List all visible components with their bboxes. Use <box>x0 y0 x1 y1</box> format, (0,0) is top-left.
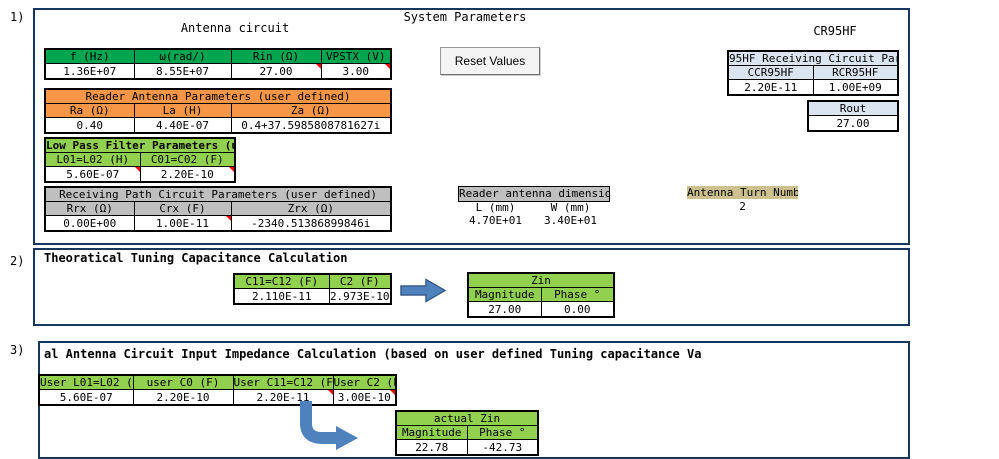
reader-cell-la[interactable]: 4.40E-07 <box>133 117 232 134</box>
reader-cell-za[interactable]: 0.4+37.5985808781627i <box>230 117 392 134</box>
rx-cell-rrx[interactable]: 0.00E+00 <box>44 215 135 232</box>
cr95hf-table-title: 95HF Receiving Circuit Paramete <box>727 50 899 66</box>
system-cell-rin[interactable]: 27.00 <box>230 63 322 80</box>
lpf-table: Low Pass Filter Parameters (user defined… <box>44 137 236 183</box>
cr95hf-header-ccr: CCR95HF <box>727 65 814 80</box>
zin-header-magnitude: Magnitude <box>467 287 542 302</box>
cr95hf-title: CR95HF <box>813 24 857 38</box>
lpf-header-c01: C01=C02 (F) <box>139 152 236 167</box>
lpf-cell-c01[interactable]: 2.20E-10 <box>139 166 236 183</box>
lpf-title: Low Pass Filter Parameters (user defined… <box>44 137 236 153</box>
dimension-header-w: W (mm) <box>550 201 591 214</box>
system-cell-vpstx[interactable]: 3.00 <box>320 63 392 80</box>
elbow-arrow-icon <box>298 401 360 455</box>
cr95hf-table: 95HF Receiving Circuit Paramete CCR95HF … <box>727 50 899 96</box>
actual-zin-cell-magnitude[interactable]: 22.78 <box>395 439 468 456</box>
user-header-c2: User C2 (F) <box>332 374 397 390</box>
system-table: f (Hz) ω(rad/) Rin (Ω) VPSTX (V) 1.36E+0… <box>44 48 392 80</box>
user-values-table: User L01=L02 (H) user C0 (F) User C11=C1… <box>38 374 397 406</box>
system-cell-f[interactable]: 1.36E+07 <box>44 63 135 80</box>
rx-path-table: Receiving Path Circuit Parameters (user … <box>44 186 393 232</box>
antenna-dimension-title: Reader antenna dimension <box>458 186 610 202</box>
reader-antenna-title: Reader Antenna Parameters (user defined) <box>44 88 392 104</box>
lpf-header-l01: L01=L02 (H) <box>44 152 141 167</box>
tuning-cap-table: C11=C12 (F) C2 (F) 2.110E-11 2.973E-10 <box>233 273 392 305</box>
turn-number-title: Antenna Turn Number <box>687 186 798 199</box>
user-cell-c0[interactable]: 2.20E-10 <box>132 389 234 406</box>
cr95hf-cell-rcr[interactable]: 1.00E+09 <box>812 79 899 96</box>
actual-zin-header-phase: Phase ° <box>466 425 539 440</box>
turn-number-cell[interactable]: 2 <box>739 200 746 213</box>
system-header-vpstx: VPSTX (V) <box>320 48 392 64</box>
cap-cell-c2[interactable]: 2.973E-10 <box>328 288 392 305</box>
system-header-omega: ω(rad/) <box>133 48 232 64</box>
zin-table: Zin Magnitude Phase ° 27.00 0.00 <box>467 272 615 318</box>
reader-header-za: Za (Ω) <box>230 103 392 118</box>
zin-header-phase: Phase ° <box>540 287 615 302</box>
cap-header-c11: C11=C12 (F) <box>233 273 330 289</box>
actual-zin-cell-phase[interactable]: -42.73 <box>466 439 539 456</box>
cr95hf-header-rcr: RCR95HF <box>812 65 899 80</box>
rx-cell-crx[interactable]: 1.00E-11 <box>133 215 232 232</box>
section-3-title: al Antenna Circuit Input Impedance Calcu… <box>44 347 702 361</box>
rx-cell-zrx[interactable]: -2340.51386899846i <box>230 215 392 232</box>
actual-zin-title: actual Zin <box>395 410 539 426</box>
reset-values-button[interactable]: Reset Values <box>440 47 540 75</box>
actual-zin-header-magnitude: Magnitude <box>395 425 468 440</box>
rx-header-rrx: Rrx (Ω) <box>44 201 135 216</box>
rx-path-title: Receiving Path Circuit Parameters (user … <box>44 186 392 202</box>
system-parameters-title: System Parameters <box>403 10 527 24</box>
system-header-rin: Rin (Ω) <box>230 48 322 64</box>
rout-table: Rout 27.00 <box>807 100 899 132</box>
section-2-title: Theoratical Tuning Capacitance Calculati… <box>44 251 348 265</box>
user-header-c11: User C11=C12 (F) <box>232 374 334 390</box>
reader-header-ra: Ra (Ω) <box>44 103 135 118</box>
actual-zin-table: actual Zin Magnitude Phase ° 22.78 -42.7… <box>395 410 540 456</box>
user-header-c0: user C0 (F) <box>132 374 234 390</box>
system-cell-omega[interactable]: 8.55E+07 <box>133 63 232 80</box>
dimension-header-l: L (mm) <box>475 201 516 214</box>
zin-cell-magnitude[interactable]: 27.00 <box>467 301 542 318</box>
reader-cell-ra[interactable]: 0.40 <box>44 117 135 134</box>
user-cell-l01[interactable]: 5.60E-07 <box>38 389 134 406</box>
reader-header-la: La (H) <box>133 103 232 118</box>
user-cell-c2[interactable]: 3.00E-10 <box>332 389 397 406</box>
dimension-cell-w[interactable]: 3.40E+01 <box>544 214 597 227</box>
rx-header-crx: Crx (F) <box>133 201 232 216</box>
rout-header: Rout <box>807 100 899 116</box>
lpf-cell-l01[interactable]: 5.60E-07 <box>44 166 141 183</box>
rx-header-zrx: Zrx (Ω) <box>230 201 392 216</box>
cap-header-c2: C2 (F) <box>328 273 392 289</box>
zin-title: Zin <box>467 272 615 288</box>
section-1-number: 1) <box>10 10 25 24</box>
section-3-number: 3) <box>10 343 25 357</box>
system-header-f: f (Hz) <box>44 48 135 64</box>
section-2-number: 2) <box>10 254 25 268</box>
user-header-l01: User L01=L02 (H) <box>38 374 134 390</box>
reader-antenna-table: Reader Antenna Parameters (user defined)… <box>44 88 392 134</box>
dimension-cell-l[interactable]: 4.70E+01 <box>469 214 522 227</box>
right-arrow-icon <box>399 277 447 308</box>
cap-cell-c11[interactable]: 2.110E-11 <box>233 288 330 305</box>
antenna-circuit-title: Antenna circuit <box>180 21 290 35</box>
zin-cell-phase[interactable]: 0.00 <box>540 301 615 318</box>
cr95hf-cell-ccr[interactable]: 2.20E-11 <box>727 79 814 96</box>
rout-cell[interactable]: 27.00 <box>807 115 899 132</box>
